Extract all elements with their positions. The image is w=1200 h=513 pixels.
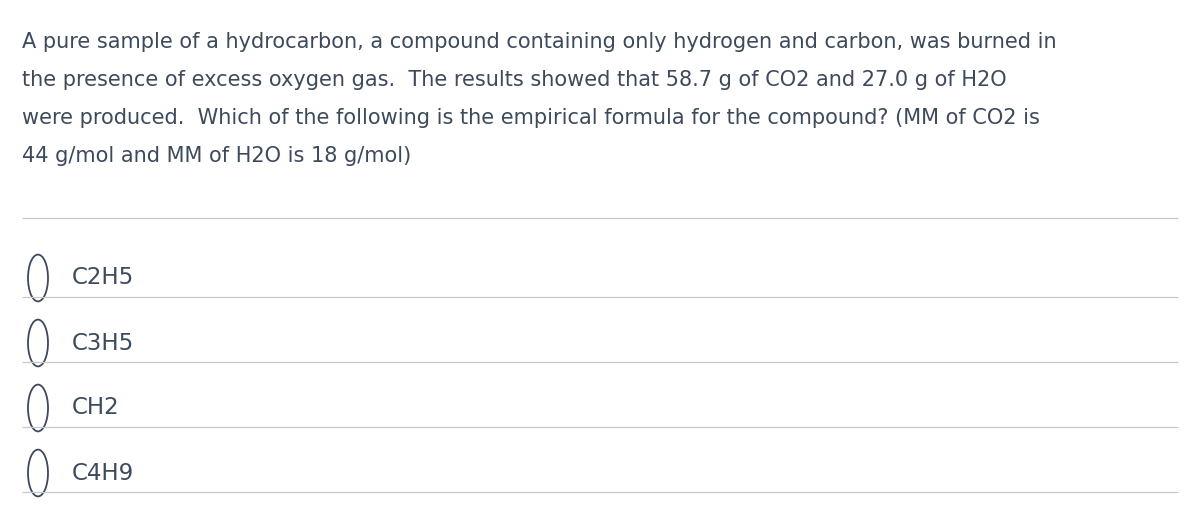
- Text: A pure sample of a hydrocarbon, a compound containing only hydrogen and carbon, : A pure sample of a hydrocarbon, a compou…: [22, 32, 1057, 52]
- Text: the presence of excess oxygen gas.  The results showed that 58.7 g of CO2 and 27: the presence of excess oxygen gas. The r…: [22, 70, 1007, 90]
- Text: C3H5: C3H5: [72, 331, 134, 354]
- Text: were produced.  Which of the following is the empirical formula for the compound: were produced. Which of the following is…: [22, 108, 1040, 128]
- Text: C2H5: C2H5: [72, 266, 134, 289]
- Text: CH2: CH2: [72, 397, 120, 420]
- Text: C4H9: C4H9: [72, 462, 134, 484]
- Text: 44 g/mol and MM of H2O is 18 g/mol): 44 g/mol and MM of H2O is 18 g/mol): [22, 146, 412, 166]
